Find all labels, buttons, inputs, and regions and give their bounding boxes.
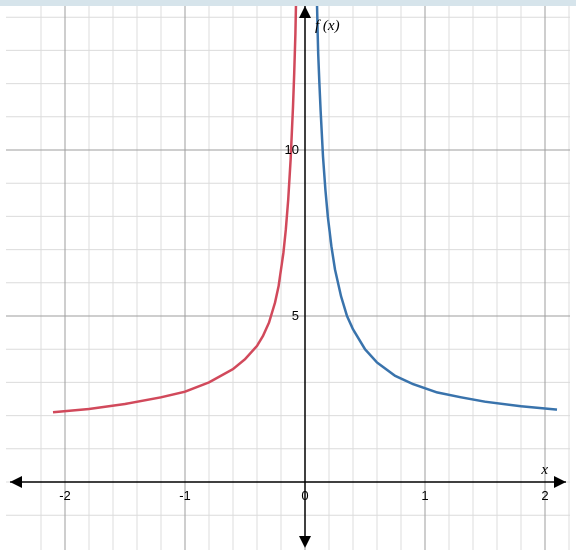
x-tick--1: -1 (179, 488, 191, 503)
tick-labels: -2 -1 0 1 2 5 10 x f (x) (59, 18, 548, 503)
x-tick-0: 0 (301, 488, 308, 503)
y-tick-5: 5 (292, 308, 299, 323)
y-tick-10: 10 (285, 142, 299, 157)
chart-container: { "chart": { "type": "line", "width": 57… (0, 0, 576, 550)
x-axis-label: x (540, 462, 548, 478)
x-tick--2: -2 (59, 488, 71, 503)
plot-svg: -2 -1 0 1 2 5 10 x f (x) (0, 6, 576, 550)
x-tick-1: 1 (421, 488, 428, 503)
major-grid (6, 6, 570, 550)
minor-grid (6, 6, 570, 550)
y-axis-label: f (x) (315, 18, 340, 34)
axes (10, 6, 566, 548)
x-tick-2: 2 (541, 488, 548, 503)
